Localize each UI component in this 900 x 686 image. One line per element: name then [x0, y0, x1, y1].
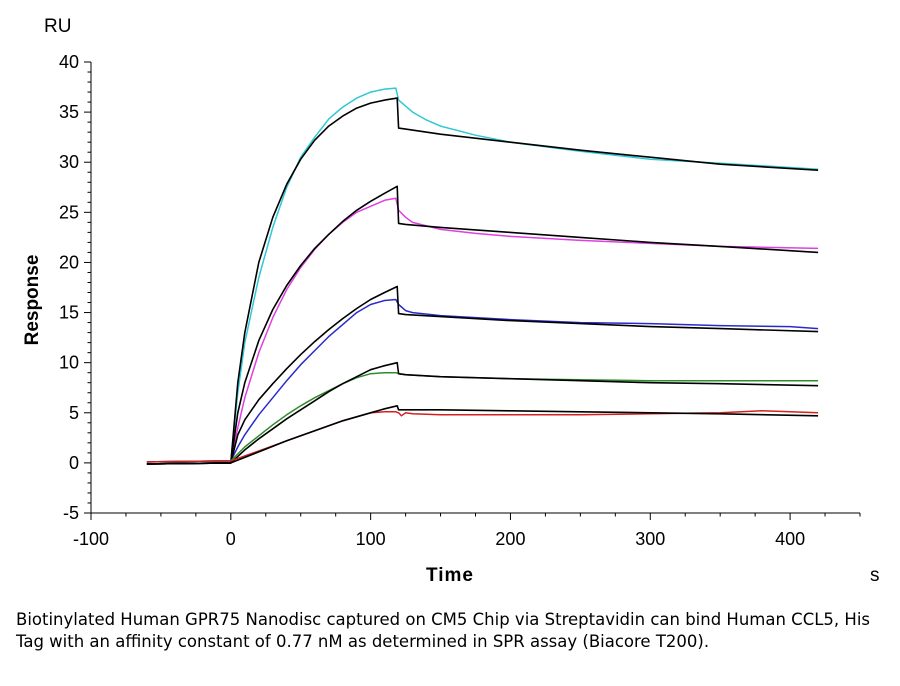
series-line-6: [146, 285, 819, 465]
y-tick-label: 30: [59, 152, 79, 172]
spr-sensorgram-chart: -5 0 5 10 15 20 25 30 35 40 -100 0 100 200 300 400 RU s…: [22, 16, 880, 586]
series-line-10: [146, 404, 819, 465]
y-axis-unit-label: RU: [44, 16, 71, 37]
y-tick-label: 35: [59, 102, 79, 122]
x-tick-label: 0: [226, 529, 236, 549]
y-tick-label: 20: [59, 252, 79, 272]
chart-series: [146, 87, 819, 465]
series-line-2: [146, 97, 819, 465]
series-line-8: [146, 361, 819, 465]
y-tick-label: 25: [59, 202, 79, 222]
x-tick-label: 300: [635, 529, 665, 549]
x-tick-label: -100: [73, 529, 109, 549]
y-axis-title: Response: [22, 255, 43, 346]
chart-ticks: -5 0 5 10 15 20 25 30 35 40 -100 0 100 200 300 400: [59, 52, 861, 549]
y-tick-label: -5: [63, 503, 79, 523]
series-line-9: [146, 410, 819, 463]
x-axis-title: Time: [426, 565, 474, 586]
series-line-5: [146, 298, 819, 463]
series-line-1: [146, 87, 819, 463]
y-tick-label: 5: [69, 403, 79, 423]
y-tick-label: 10: [59, 353, 79, 373]
x-tick-label: 200: [495, 529, 525, 549]
chart-axes: [90, 62, 860, 514]
x-tick-label: 100: [356, 529, 386, 549]
x-axis-unit-label: s: [870, 565, 880, 586]
y-tick-label: 40: [59, 52, 79, 72]
series-line-3: [146, 197, 819, 463]
series-line-4: [146, 185, 819, 465]
y-tick-label: 15: [59, 303, 79, 323]
y-tick-label: 0: [69, 453, 79, 473]
figure-caption: Biotinylated Human GPR75 Nanodisc captur…: [16, 610, 870, 651]
x-tick-label: 400: [775, 529, 805, 549]
